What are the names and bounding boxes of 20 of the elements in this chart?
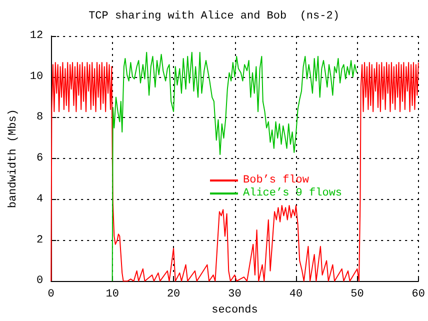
x-tick-label: 0 [48,288,54,301]
x-tick-label: 60 [412,288,425,301]
y-axis-title: bandwidth (Mbs) [8,109,20,208]
y-tick-label: 12 [30,30,44,42]
y-tick-label: 6 [36,152,44,165]
legend-label: Bob’s flow [243,174,310,186]
legend-label: Alice’s 9 flows [243,188,342,200]
line-series [112,52,358,282]
x-tick-label: 10 [106,288,119,301]
x-tick-label: 20 [166,288,180,301]
y-tick-label: 4 [36,193,44,206]
x-axis-title: seconds [212,304,258,316]
x-tick-label: 30 [228,288,242,301]
chart-title: TCP sharing with Alice and Bob (ns-2) [88,10,340,22]
y-tick-label: 0 [36,275,44,288]
x-tick-label: 40 [289,288,303,301]
y-tick-label: 8 [36,112,44,124]
y-tick-label: 10 [30,70,44,83]
x-tick-label: 50 [350,288,364,301]
y-tick-label: 2 [36,234,44,246]
